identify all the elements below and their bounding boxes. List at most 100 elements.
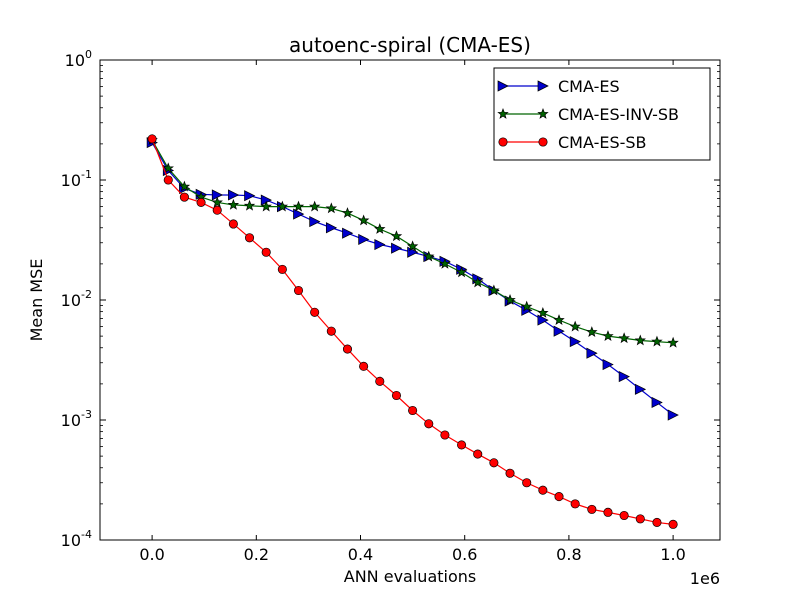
data-point-cma-es-inv-sb — [227, 198, 240, 210]
data-point-cma-es-sb — [391, 390, 402, 401]
data-point-cma-es-sb — [424, 419, 434, 429]
legend: CMA-ES CMA-ES-INV-SB CMA-ES-SB — [493, 67, 711, 161]
data-point-cma-es-sb — [342, 344, 353, 354]
y-tick-label-base: 10 — [61, 531, 81, 550]
y-tick-label-exponent: -2 — [81, 288, 92, 301]
data-point-cma-es — [537, 314, 549, 326]
data-point-cma-es-sb — [212, 205, 222, 215]
data-point-cma-es — [293, 208, 305, 220]
data-point-cma-es-inv-sb — [537, 306, 549, 318]
data-point-cma-es — [651, 396, 663, 409]
data-point-cma-es-sb — [228, 219, 238, 229]
data-point-cma-es-sb — [310, 307, 320, 317]
legend-label-cma-es-sb: CMA-ES-SB — [558, 133, 647, 152]
data-point-cma-es-inv-sb — [423, 250, 435, 262]
data-point-cma-es — [228, 189, 240, 201]
data-point-cma-es — [634, 383, 647, 395]
y-tick-label-exponent: -1 — [81, 168, 92, 181]
x-axis-label: ANN evaluations — [344, 567, 476, 586]
legend-entry-cma-es-inv-sb: CMA-ES-INV-SB — [497, 105, 679, 124]
data-point-cma-es-inv-sb — [341, 207, 354, 218]
data-point-cma-es-sb — [261, 247, 271, 257]
data-point-cma-es-sb — [652, 517, 662, 528]
legend-marker-cma-es-inv-sb — [497, 107, 509, 119]
x-tick-label: 0.4 — [348, 545, 373, 564]
series-layer — [146, 134, 679, 529]
data-point-cma-es-inv-sb — [667, 336, 679, 348]
data-point-cma-es-sb — [570, 499, 580, 509]
data-point-cma-es — [391, 242, 403, 254]
y-axis-label: Mean MSE — [27, 259, 46, 342]
legend-marker-cma-es-sb — [498, 137, 508, 147]
data-point-cma-es-sb — [244, 233, 255, 243]
y-tick-label: 10-4 — [61, 528, 92, 550]
data-point-cma-es-inv-sb — [439, 257, 451, 269]
data-point-cma-es-inv-sb — [651, 335, 663, 347]
x-tick-label: 0.6 — [452, 545, 477, 564]
legend-label-cma-es-inv-sb: CMA-ES-INV-SB — [558, 105, 679, 124]
x-tick-label: 0.0 — [139, 545, 164, 564]
data-point-cma-es-inv-sb — [357, 214, 370, 226]
data-point-cma-es-inv-sb — [569, 320, 581, 332]
data-point-cma-es-sb — [326, 326, 336, 336]
data-point-cma-es-sb — [619, 510, 629, 521]
y-tick-label-exponent: 0 — [85, 48, 92, 61]
data-point-cma-es-inv-sb — [520, 300, 533, 312]
data-point-cma-es-sb — [635, 514, 645, 524]
data-point-cma-es-inv-sb — [488, 284, 500, 296]
data-point-cma-es-sb — [505, 468, 515, 478]
data-point-cma-es — [358, 233, 370, 245]
data-point-cma-es-inv-sb — [374, 223, 386, 234]
y-tick-label-base: 10 — [61, 171, 81, 190]
y-tick-label: 100 — [65, 48, 92, 70]
data-point-cma-es-inv-sb — [455, 266, 468, 278]
data-point-cma-es — [309, 216, 321, 228]
x-axis-offset-label: 1e6 — [690, 569, 720, 588]
data-point-cma-es — [569, 336, 581, 348]
y-tick-label-base: 10 — [61, 291, 81, 310]
y-tick-label: 10-2 — [61, 288, 92, 310]
data-point-cma-es-inv-sb — [602, 330, 614, 341]
y-tick-label-base: 10 — [65, 51, 85, 70]
data-point-cma-es-sb — [196, 197, 206, 208]
data-point-cma-es-sb — [359, 361, 369, 371]
data-point-cma-es-sb — [538, 485, 548, 495]
data-point-cma-es-inv-sb — [390, 230, 403, 242]
data-point-cma-es — [618, 371, 630, 383]
legend-marker-cma-es — [537, 80, 549, 92]
series-cma-es-sb — [147, 134, 678, 529]
chart-title: autoenc-spiral (CMA-ES) — [289, 33, 531, 57]
data-point-cma-es-inv-sb — [276, 200, 289, 212]
data-point-cma-es-inv-sb — [504, 294, 516, 305]
data-point-cma-es-sb — [473, 449, 483, 459]
data-point-cma-es-inv-sb — [325, 202, 338, 214]
data-point-cma-es-inv-sb — [308, 200, 321, 212]
data-point-cma-es — [244, 190, 256, 202]
data-point-cma-es-sb — [147, 134, 157, 144]
data-point-cma-es — [586, 347, 598, 359]
data-point-cma-es-sb — [293, 285, 304, 296]
data-point-cma-es — [342, 227, 354, 239]
data-point-cma-es-sb — [457, 440, 467, 450]
y-tick-label-exponent: -3 — [81, 408, 92, 421]
y-tick-label: 10-3 — [61, 408, 92, 430]
data-point-cma-es-inv-sb — [178, 180, 191, 192]
data-point-cma-es-inv-sb — [634, 334, 646, 346]
data-point-cma-es-sb — [408, 405, 418, 416]
data-point-cma-es-sb — [277, 264, 287, 274]
y-tick-label-base: 10 — [61, 411, 81, 430]
data-point-cma-es-inv-sb — [618, 332, 630, 344]
data-point-cma-es-inv-sb — [292, 200, 305, 212]
data-point-cma-es-inv-sb — [162, 162, 174, 174]
data-point-cma-es-sb — [489, 458, 499, 468]
legend-label-cma-es: CMA-ES — [558, 77, 620, 96]
data-point-cma-es-inv-sb — [553, 314, 565, 325]
x-tick-label: 1.0 — [660, 545, 685, 564]
y-tick-label-exponent: -4 — [81, 528, 92, 541]
data-point-cma-es-inv-sb — [472, 276, 484, 288]
data-point-cma-es-sb — [668, 519, 678, 529]
legend-entry-cma-es: CMA-ES — [497, 77, 620, 96]
data-point-cma-es-sb — [603, 507, 613, 517]
